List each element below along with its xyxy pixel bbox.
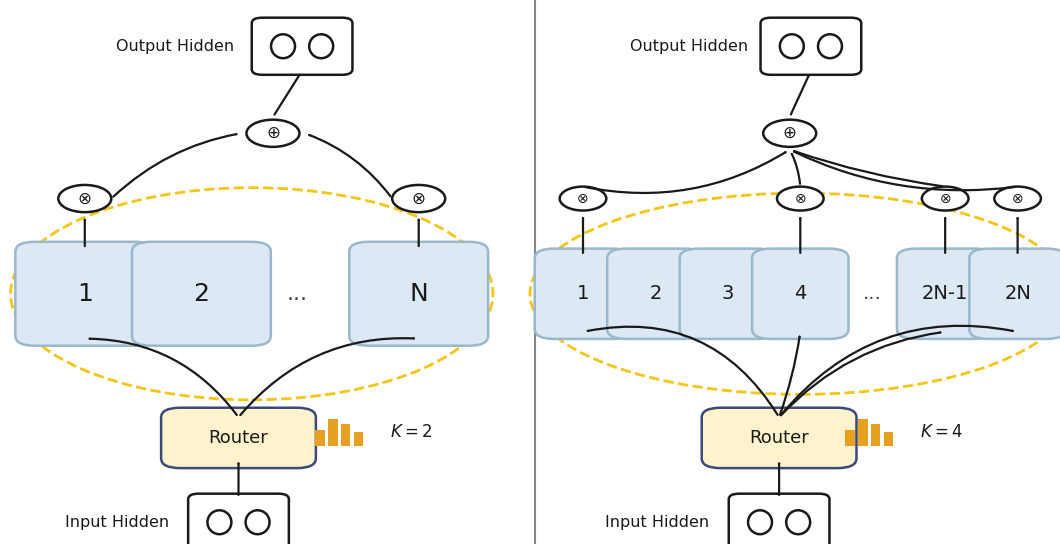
Text: Output Hidden: Output Hidden <box>116 39 234 54</box>
Text: ⊗: ⊗ <box>795 191 806 206</box>
Ellipse shape <box>208 510 231 534</box>
Bar <box>341 424 350 446</box>
Ellipse shape <box>787 510 810 534</box>
Text: ⊕: ⊕ <box>266 124 280 143</box>
FancyBboxPatch shape <box>761 17 861 75</box>
Circle shape <box>58 185 111 212</box>
Text: 1: 1 <box>77 282 92 306</box>
FancyBboxPatch shape <box>969 249 1060 339</box>
Text: ...: ... <box>286 284 307 304</box>
Bar <box>354 432 364 446</box>
Text: 1: 1 <box>577 285 589 303</box>
Text: $K = 4$: $K = 4$ <box>920 423 962 442</box>
FancyBboxPatch shape <box>702 408 856 468</box>
Text: 2N-1: 2N-1 <box>922 285 969 303</box>
Circle shape <box>246 120 299 147</box>
FancyBboxPatch shape <box>535 249 632 339</box>
FancyBboxPatch shape <box>350 242 488 346</box>
Bar <box>846 430 854 446</box>
Text: $K = 2$: $K = 2$ <box>390 423 432 442</box>
Text: ⊗: ⊗ <box>1012 191 1023 206</box>
Circle shape <box>922 187 969 211</box>
Bar <box>884 432 893 446</box>
Text: ...: ... <box>863 285 882 303</box>
Circle shape <box>777 187 824 211</box>
Text: 2N: 2N <box>1004 285 1031 303</box>
FancyBboxPatch shape <box>132 242 271 346</box>
Ellipse shape <box>310 34 333 58</box>
Bar <box>329 419 337 446</box>
Text: 3: 3 <box>722 285 735 303</box>
Bar <box>871 424 880 446</box>
Text: Output Hidden: Output Hidden <box>630 39 748 54</box>
FancyBboxPatch shape <box>679 249 776 339</box>
Circle shape <box>392 185 445 212</box>
FancyBboxPatch shape <box>753 249 848 339</box>
Text: 4: 4 <box>794 285 807 303</box>
Bar <box>316 430 324 446</box>
Ellipse shape <box>271 34 295 58</box>
Text: N: N <box>409 282 428 306</box>
Circle shape <box>763 120 816 147</box>
Text: Router: Router <box>749 429 809 447</box>
Text: 2: 2 <box>649 285 661 303</box>
FancyBboxPatch shape <box>897 249 993 339</box>
Ellipse shape <box>818 34 842 58</box>
Ellipse shape <box>748 510 772 534</box>
Text: Input Hidden: Input Hidden <box>65 515 169 530</box>
FancyBboxPatch shape <box>161 408 316 468</box>
Text: ⊗: ⊗ <box>939 191 951 206</box>
FancyBboxPatch shape <box>729 494 829 544</box>
Bar <box>859 419 867 446</box>
Text: 2: 2 <box>193 282 210 306</box>
FancyBboxPatch shape <box>15 242 155 346</box>
FancyBboxPatch shape <box>252 17 352 75</box>
Text: Input Hidden: Input Hidden <box>605 515 709 530</box>
Ellipse shape <box>246 510 269 534</box>
Text: ⊗: ⊗ <box>578 191 588 206</box>
Text: Router: Router <box>209 429 268 447</box>
Text: ⊗: ⊗ <box>411 189 426 208</box>
Circle shape <box>994 187 1041 211</box>
Ellipse shape <box>780 34 803 58</box>
Text: ⊕: ⊕ <box>782 124 797 143</box>
Circle shape <box>560 187 606 211</box>
FancyBboxPatch shape <box>607 249 704 339</box>
Text: ⊗: ⊗ <box>77 189 92 208</box>
FancyBboxPatch shape <box>189 494 288 544</box>
